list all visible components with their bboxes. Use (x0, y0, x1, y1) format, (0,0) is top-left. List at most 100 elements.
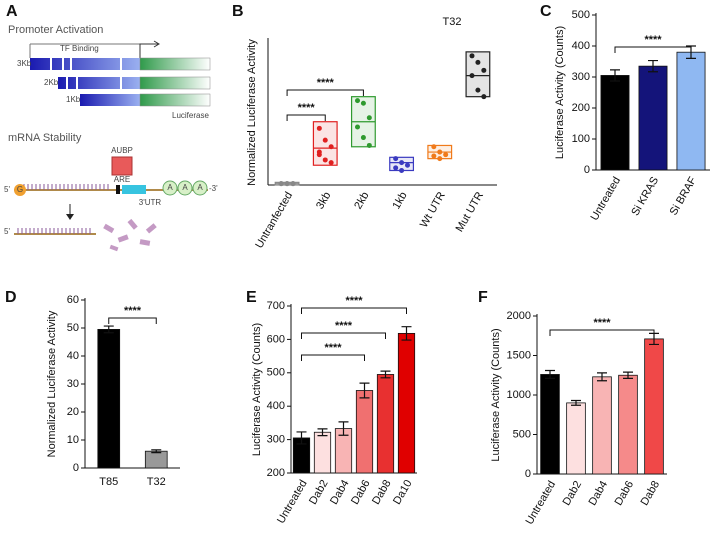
point (431, 153, 437, 159)
end-label: 5' (4, 185, 10, 194)
bar (618, 374, 638, 475)
x-tick-label: Dab6 (613, 479, 637, 508)
y-axis-label: Luciferase Activity (Counts) (490, 328, 502, 461)
x-tick-label: 1kb (390, 190, 409, 211)
point (284, 181, 290, 187)
construct-label: 2Kb (44, 78, 59, 87)
diagram-panel: A Promoter Activation TF Binding 3Kb 2Kb… (4, 3, 218, 252)
y-tick-label: 2000 (507, 310, 531, 322)
panel-letter: E (246, 289, 257, 306)
point (355, 124, 361, 130)
poly-a (162, 180, 178, 196)
bar (644, 338, 664, 475)
promoter (58, 77, 140, 89)
panel-letter: D (5, 289, 17, 306)
significance-label: **** (324, 342, 342, 354)
aubp-label: AUBP (111, 146, 133, 155)
point (437, 156, 443, 162)
x-tick-label: T32 (147, 476, 166, 488)
tf-sites (50, 58, 122, 89)
significance-bracket (108, 317, 157, 324)
error-bar (317, 428, 328, 437)
point (316, 152, 322, 158)
y-tick-label: 0 (73, 462, 79, 474)
bar (566, 402, 586, 475)
point (443, 152, 449, 158)
y-tick-label: 300 (572, 71, 590, 83)
error-bar (571, 399, 581, 406)
tss-arrow (139, 43, 158, 58)
point (481, 67, 487, 73)
stop (116, 185, 120, 194)
poly-a (192, 180, 208, 196)
poly-a (177, 180, 193, 196)
x-tick-label: Untreated (589, 175, 624, 223)
bar (397, 332, 416, 474)
chart-panel: E Luciferase Activity (Counts) 200 300 400 50… (246, 289, 417, 526)
point (316, 125, 322, 131)
error-bar (401, 326, 412, 341)
bar (676, 51, 706, 171)
x-tick-label: Si BRAF (668, 175, 700, 218)
x-tick-label: T85 (99, 476, 118, 488)
significance-bracket (614, 46, 692, 53)
error-bar (359, 382, 370, 399)
point (399, 168, 405, 173)
y-tick-label: 500 (513, 428, 531, 440)
point (393, 156, 399, 162)
y-tick-label: 10 (67, 434, 79, 446)
y-tick-label: 700 (267, 300, 285, 312)
cap (14, 184, 26, 196)
tf-label: TF Binding (60, 44, 99, 53)
y-tick-label: 50 (67, 322, 79, 334)
arrow-head (153, 40, 160, 48)
arrow-head (66, 214, 74, 220)
chart-panel: F Luciferase Activity (Counts) 0 500 1000 150… (478, 289, 667, 527)
y-axis-label: Normalized Luciferase Activity (246, 39, 258, 186)
error-bar (151, 449, 162, 454)
bar (313, 431, 332, 474)
panel-letter: A (6, 3, 18, 20)
y-tick-label: 30 (67, 378, 79, 390)
codons (17, 228, 91, 234)
y-tick-label: 100 (572, 133, 590, 145)
error-bar (296, 431, 307, 445)
section-title: Promoter Activation (8, 24, 103, 36)
panel-letter: C (540, 3, 552, 20)
y-tick-label: 20 (67, 406, 79, 418)
utr-label: 3'UTR (139, 198, 162, 207)
y-axis-label: Luciferase Activity (Counts) (554, 26, 566, 159)
x-tick-label: 3kb (314, 190, 333, 211)
bar (540, 374, 560, 475)
significance-bracket (286, 114, 326, 121)
point (469, 53, 475, 59)
x-tick-label: 2kb (352, 190, 371, 211)
y-tick-label: 600 (267, 333, 285, 345)
point (475, 87, 481, 93)
y-tick-label: 400 (572, 40, 590, 52)
y-axis-label: Normalized Luciferase Activity (46, 310, 58, 457)
significance-label: **** (317, 77, 335, 89)
poly-a-label: A (197, 183, 203, 192)
section-title: mRNA Stability (8, 132, 82, 144)
y-tick-label: 500 (572, 9, 590, 21)
significance-label: **** (644, 34, 662, 46)
significance-bracket (301, 354, 365, 361)
error-bar (103, 325, 114, 334)
point (404, 162, 410, 168)
bar (638, 65, 668, 171)
x-tick-label: Mut UTR (454, 190, 486, 234)
point (360, 100, 366, 106)
error-bar (380, 370, 391, 379)
y-tick-label: 40 (67, 350, 79, 362)
poly-a-label: A (167, 183, 173, 192)
error-bar (610, 69, 620, 82)
y-tick-label: 400 (267, 400, 285, 412)
reporter-label: Luciferase (172, 111, 209, 120)
x-tick-label: Untranfected (253, 190, 295, 251)
y-axis-label: Luciferase Activity (Counts) (251, 323, 263, 456)
aubp (111, 156, 133, 176)
bar (600, 75, 630, 171)
bar (144, 450, 168, 469)
